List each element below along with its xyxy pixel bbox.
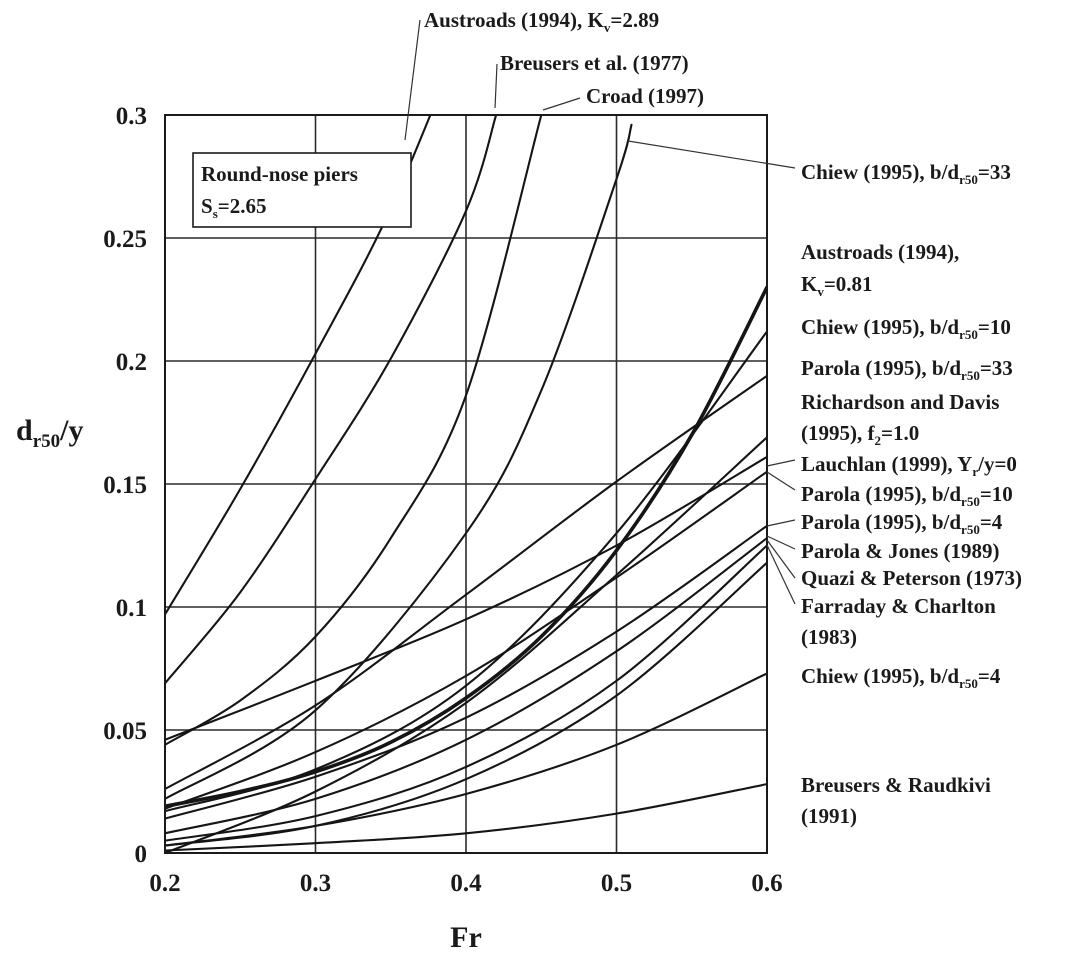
label-croad-1997: Croad (1997) <box>586 84 704 108</box>
series-lines <box>165 114 767 853</box>
series-line-6 <box>165 374 767 791</box>
leader-line <box>766 544 796 605</box>
plot-frame <box>164 114 768 854</box>
x-tick-label: 0.4 <box>450 870 482 897</box>
y-tick-label: 0.25 <box>103 226 147 253</box>
series-line-1 <box>165 114 498 685</box>
annotation-line2: Ss=2.65 <box>201 194 266 221</box>
leader-line <box>494 63 498 109</box>
series-line-15 <box>165 783 767 852</box>
series-line-2 <box>165 114 543 746</box>
series-line-3 <box>165 123 633 800</box>
series-line-12 <box>165 544 767 842</box>
label-farraday-a: Farraday & Charlton <box>801 594 996 618</box>
y-tick-label: 0 <box>135 841 148 868</box>
x-axis-title: Fr <box>450 921 482 954</box>
series-group <box>165 114 767 853</box>
series-line-9 <box>165 470 767 810</box>
x-tick-label: 0.6 <box>751 870 782 897</box>
leader-line <box>404 19 421 141</box>
label-chiew-10: Chiew (1995), b/dr50=10 <box>801 315 1011 342</box>
y-tick-label: 0.3 <box>116 103 147 130</box>
series-labels: Austroads (1994), Kv=2.89 Breusers et al.… <box>424 8 1022 828</box>
label-parola-33: Parola (1995), b/dr50=33 <box>801 356 1013 383</box>
label-austroads-kv289: Austroads (1994), Kv=2.89 <box>424 8 659 35</box>
label-breusers-raudkivi-a: Breusers & Raudkivi <box>801 773 991 797</box>
label-parola-10: Parola (1995), b/dr50=10 <box>801 482 1013 509</box>
series-line-13 <box>165 561 767 847</box>
label-austroads-kv081-b: Kv=0.81 <box>801 272 873 299</box>
label-farraday-b: (1983) <box>801 625 857 649</box>
label-parola-4: Parola (1995), b/dr50=4 <box>801 510 1003 537</box>
y-tick-label: 0.2 <box>116 349 147 376</box>
leader-line <box>766 471 796 491</box>
y-axis-title: dr50/y <box>16 414 83 452</box>
tick-labels: 0.2 0.3 0.4 0.5 0.6 0 0.05 0.1 0.15 0.2 0.25 0.3 <box>103 103 782 897</box>
label-chiew-4: Chiew (1995), b/dr50=4 <box>801 664 1001 691</box>
label-parola-jones: Parola & Jones (1989) <box>801 539 1000 563</box>
leader-line <box>766 519 796 527</box>
label-breusers-1977: Breusers et al. (1977) <box>500 51 689 75</box>
y-tick-label: 0.1 <box>116 595 147 622</box>
grid <box>165 115 767 853</box>
leader-lines <box>404 19 796 605</box>
x-tick-label: 0.5 <box>601 870 632 897</box>
series-line-5 <box>165 330 767 813</box>
leader-line <box>542 97 581 111</box>
leader-line <box>766 539 796 579</box>
label-quazi-peterson: Quazi & Peterson (1973) <box>801 566 1022 590</box>
y-tick-label: 0.15 <box>103 472 147 499</box>
series-line-10 <box>165 524 767 820</box>
label-austroads-kv081-a: Austroads (1994), <box>801 240 959 264</box>
label-breusers-raudkivi-b: (1991) <box>801 804 857 828</box>
annotation-frame <box>192 152 412 228</box>
annotation-box: Round-nose piers Ss=2.65 <box>192 152 412 228</box>
label-richardson-b: (1995), f2=1.0 <box>801 421 919 448</box>
annotation-line1: Round-nose piers <box>201 162 358 186</box>
series-line-11 <box>165 537 767 835</box>
x-tick-label: 0.2 <box>149 870 180 897</box>
series-line-8 <box>165 455 767 741</box>
axis-titles: Fr dr50/y <box>16 414 482 954</box>
label-chiew-33: Chiew (1995), b/dr50=33 <box>801 160 1011 187</box>
leader-line <box>766 535 796 550</box>
series-line-0 <box>165 114 432 616</box>
label-richardson-a: Richardson and Davis <box>801 390 999 414</box>
leader-line <box>627 140 796 169</box>
leader-line <box>766 459 796 467</box>
x-tick-label: 0.3 <box>300 870 331 897</box>
series-line-14 <box>165 672 767 847</box>
label-lauchlan: Lauchlan (1999), Yr/y=0 <box>801 452 1017 479</box>
y-tick-label: 0.05 <box>103 718 147 745</box>
